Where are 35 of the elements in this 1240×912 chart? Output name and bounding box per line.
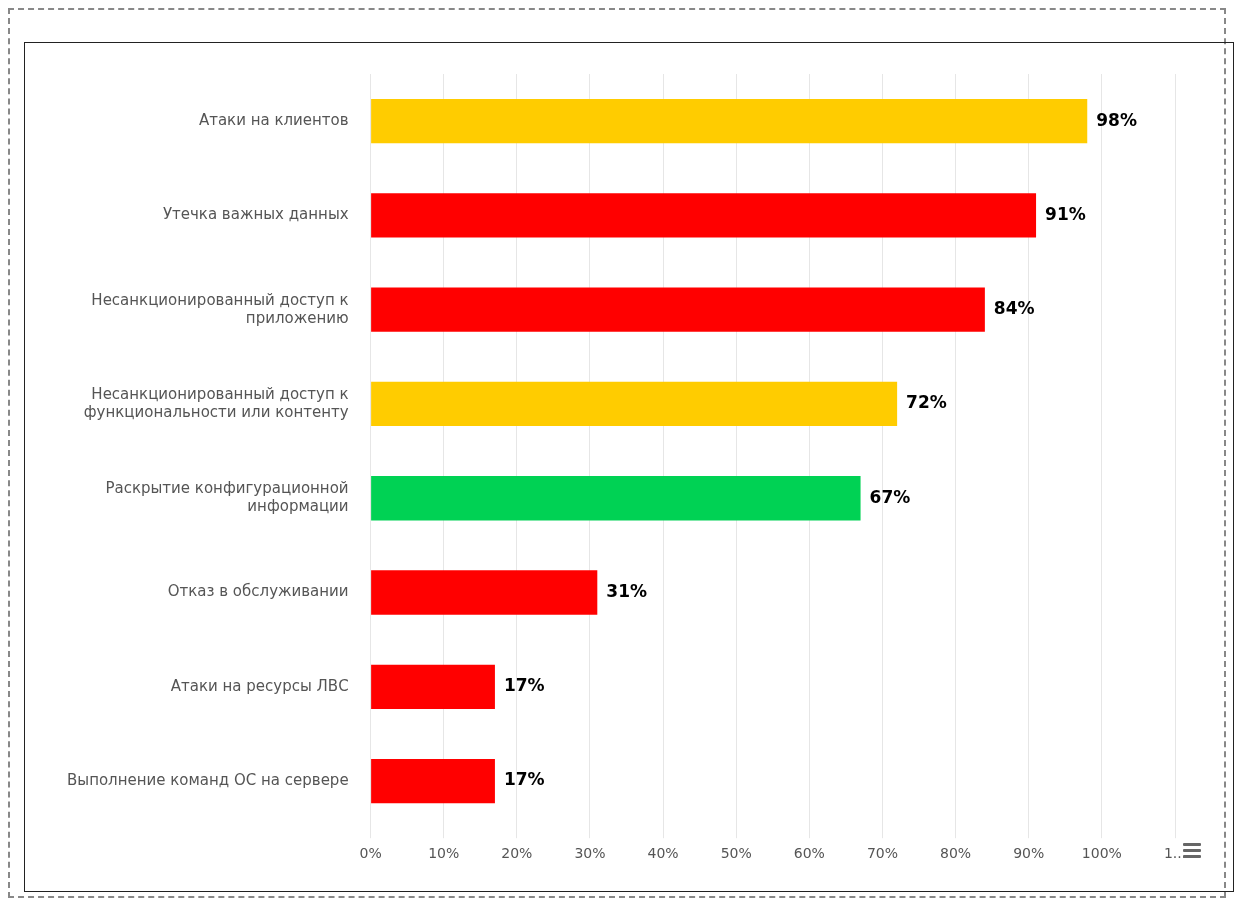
bar [371, 758, 495, 804]
data-label: 17% [503, 769, 545, 790]
data-label: 67% [869, 486, 911, 507]
bar [371, 381, 898, 427]
y-tick-label: Атаки на ресурсы ЛВС [170, 676, 349, 695]
x-tick-label: 10% [428, 845, 460, 862]
y-tick-label: Раскрытие конфигурационной информации [105, 479, 349, 516]
y-tick-label: Несанкционированный доступ к приложению [91, 290, 349, 327]
data-label: 17% [503, 675, 545, 696]
x-tick-label: 90% [1013, 845, 1045, 862]
x-tick-label: 50% [720, 845, 752, 862]
data-label: 72% [906, 392, 947, 413]
y-tick-label: Отказ в обслуживании [167, 582, 349, 601]
x-tick-label: 20% [501, 845, 533, 862]
x-tick-label: 80% [940, 845, 972, 862]
x-tick-label: 60% [793, 845, 825, 862]
y-tick-label: Утечка важных данных [162, 205, 349, 224]
data-label: 98% [1096, 109, 1137, 130]
data-label: 31% [606, 580, 648, 601]
data-label: 91% [1045, 203, 1086, 224]
x-tick-label: 100% [1081, 845, 1122, 862]
bar [371, 664, 495, 709]
bar [371, 476, 861, 521]
bar [371, 287, 985, 332]
bar [371, 570, 598, 615]
x-tick-label: 0% [359, 845, 382, 862]
x-tick-label: 40% [647, 845, 679, 862]
y-tick-label: Атаки на клиентов [198, 111, 349, 130]
x-tick-label: 30% [574, 845, 606, 862]
bar [371, 193, 1037, 238]
y-tick-label: Выполнение команд ОС на сервере [66, 770, 349, 789]
x-tick-label: 70% [866, 845, 899, 862]
data-label: 84% [993, 298, 1035, 319]
y-tick-label: Несанкционированный доступ к функциональности или контенту [83, 384, 349, 421]
bar [371, 98, 1088, 144]
